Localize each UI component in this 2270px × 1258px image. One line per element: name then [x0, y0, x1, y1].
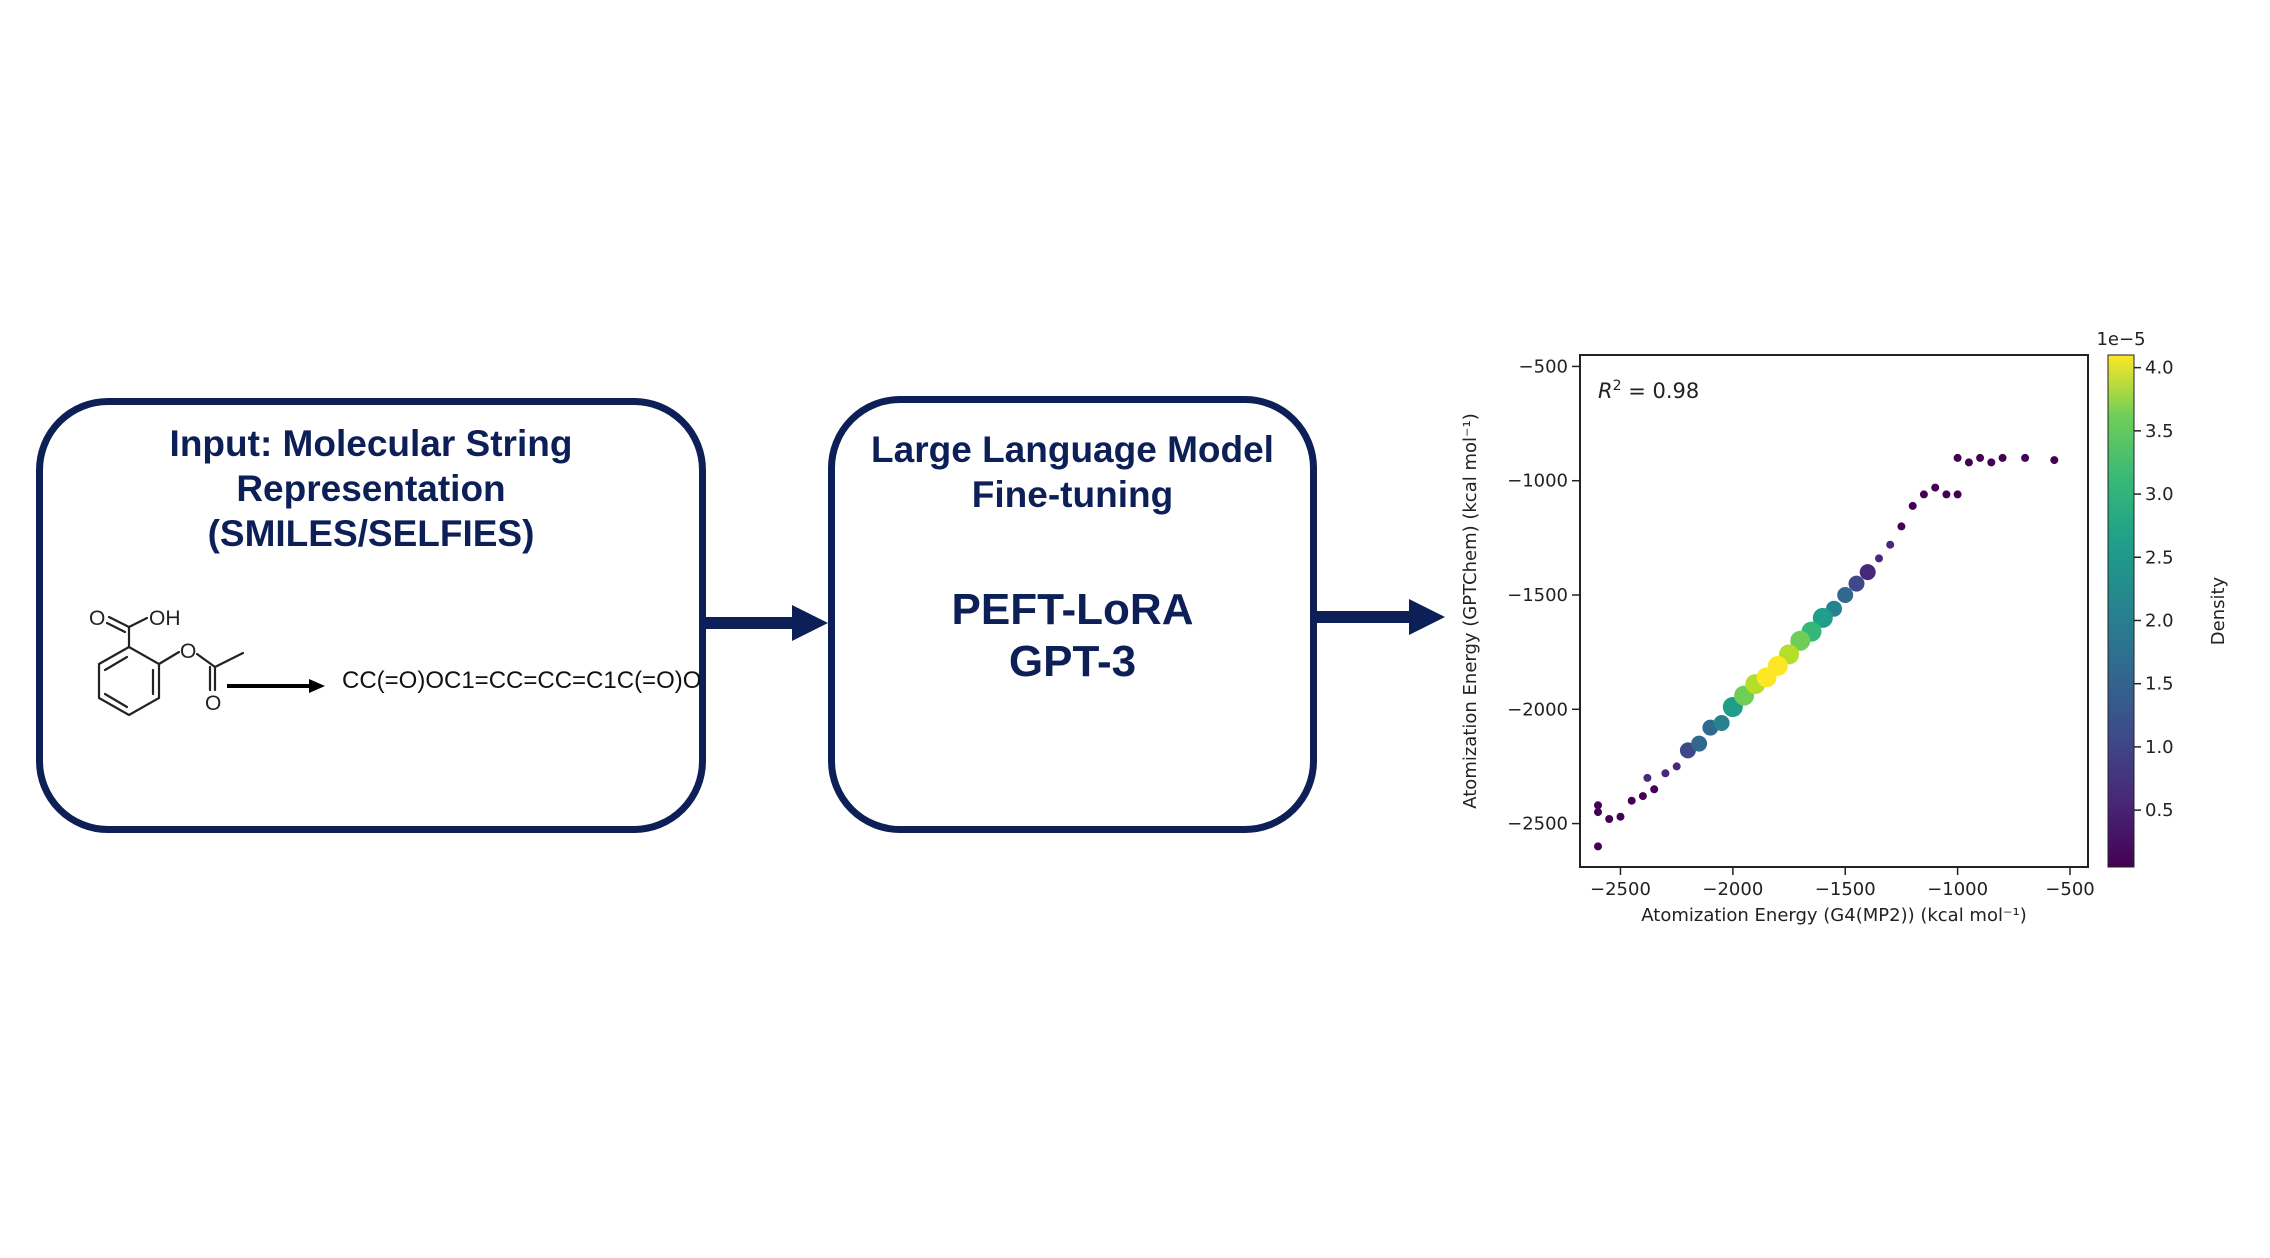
scatter-point [1919, 490, 1928, 499]
scatter-point [1627, 796, 1636, 805]
methyl-bond [213, 651, 245, 669]
scatter-point [1976, 453, 1985, 462]
input-title-line-1: Input: Molecular String [169, 423, 573, 464]
flow-arrow-2 [1317, 599, 1445, 635]
colorbar-scale-label: 1e−5 [2096, 329, 2145, 350]
smiles-string: CC(=O)OC1=CC=CC=C1C(=O)O [342, 667, 702, 694]
scatter-point [1908, 501, 1917, 510]
scatter-point [1859, 564, 1876, 581]
colorbar-tick-label: 3.5 [2145, 421, 2174, 442]
x-tick-label: −2500 [1590, 879, 1651, 900]
gpt3-label: GPT-3 [1008, 637, 1137, 686]
scatter-point [1848, 575, 1865, 592]
y-tick-label: −1500 [1507, 585, 1568, 606]
colorbar-label: Density [2208, 576, 2229, 645]
scatter-point [1897, 522, 1906, 531]
scatter-point [1661, 769, 1670, 778]
ester-bond [157, 650, 181, 666]
scatter-point [1638, 792, 1647, 801]
scatter-point [1650, 785, 1659, 794]
acetyl-o-label: O [205, 692, 221, 715]
scatter-point [1594, 842, 1602, 851]
llm-title-line-1: Large Language Model [871, 429, 1274, 470]
x-axis-label: Atomization Energy (G4(MP2)) (kcal mol⁻¹… [1641, 905, 2026, 926]
aspirin-structure: O OH O O [89, 607, 325, 717]
y-tick-label: −500 [1519, 356, 1568, 377]
scatter-point [1812, 607, 1833, 628]
scatter-point [1672, 762, 1681, 771]
colorbar-tick-label: 4.0 [2145, 358, 2174, 379]
r-symbol: R [1598, 379, 1613, 403]
scatter-point [2021, 453, 2030, 462]
scatter-point [1875, 554, 1883, 563]
scatter-point [1790, 630, 1811, 651]
input-title-line-2: Representation [236, 468, 506, 509]
y-axis-ticks: −2500 −2000 −1500 −1000 −500 [1507, 356, 1580, 835]
r-superscript: 2 [1613, 378, 1622, 394]
carbonyl-o-label: O [89, 607, 105, 630]
scatter-point [1594, 801, 1602, 810]
r-squared-annotation: R2 = 0.98 [1598, 378, 1699, 403]
colorbar-tick-label: 3.0 [2145, 484, 2174, 505]
ring-double-bond [103, 655, 129, 672]
x-tick-label: −2000 [1702, 879, 1763, 900]
scatter-point [1691, 735, 1708, 752]
conversion-arrow-head [309, 679, 325, 693]
colorbar [2107, 354, 2135, 868]
y-tick-label: −1000 [1507, 471, 1568, 492]
peft-lora-label: PEFT-LoRA [951, 585, 1194, 634]
colorbar-tick-label: 1.5 [2145, 674, 2174, 695]
input-box: Input: Molecular String Representation (… [36, 398, 706, 833]
ester-bond [195, 652, 217, 669]
parity-plot: −2500 −2000 −1500 −1000 −500 −2500 −2000 −1500… [1460, 329, 2229, 926]
y-tick-label: −2000 [1507, 699, 1568, 720]
colorbar-tick-label: 2.5 [2145, 547, 2174, 568]
x-axis-ticks: −2500 −2000 −1500 −1000 −500 [1590, 867, 2095, 900]
scatter-point [1767, 655, 1788, 676]
scatter-points [1594, 453, 2059, 851]
colorbar-tick-label: 2.0 [2145, 610, 2174, 631]
colorbar-tick-label: 0.5 [2145, 800, 2174, 821]
hydroxyl-bond [127, 616, 149, 629]
benzene-ring [97, 645, 161, 717]
llm-title-line-2: Fine-tuning [971, 474, 1174, 515]
scatter-point [1998, 453, 2007, 462]
x-tick-label: −1500 [1815, 879, 1876, 900]
scatter-point [1964, 458, 1973, 467]
scatter-point [1953, 490, 1962, 499]
scatter-point [1605, 815, 1614, 823]
carbonyl-bond [105, 621, 127, 634]
hydroxyl-label: OH [149, 607, 181, 630]
y-axis-label: Atomization Energy (GPTChem) (kcal mol⁻¹… [1460, 413, 1481, 809]
scatter-point [1616, 812, 1625, 821]
llm-box-title: Large Language Model Fine-tuning [835, 427, 1310, 517]
x-tick-label: −500 [2045, 879, 2094, 900]
scatter-point [1931, 483, 1940, 492]
plot-frame [1579, 354, 2089, 868]
scatter-point [1837, 587, 1854, 603]
carbonyl-bond [107, 615, 131, 629]
colorbar-tick-label: 1.0 [2145, 737, 2174, 758]
scatter-point [1594, 808, 1602, 817]
scatter-point [1643, 773, 1652, 782]
scatter-point [1953, 453, 1962, 462]
scatter-point [1713, 715, 1730, 731]
colorbar-ticks: 0.5 1.0 1.5 2.0 2.5 3.0 3.5 4.0 [2134, 358, 2174, 821]
r-value: = 0.98 [1622, 379, 1700, 403]
ring-double-bond [103, 692, 129, 709]
flow-arrow-1 [706, 605, 828, 641]
input-title-line-3: (SMILES/SELFIES) [207, 513, 535, 554]
input-box-title: Input: Molecular String Representation (… [43, 421, 699, 556]
scatter-point [2050, 456, 2059, 465]
y-tick-label: −2500 [1507, 814, 1568, 835]
x-tick-label: −1000 [1927, 879, 1988, 900]
scatter-point [1886, 540, 1895, 549]
llm-box: Large Language Model Fine-tuning PEFT-Lo… [828, 396, 1317, 833]
ester-o-label: O [180, 640, 196, 663]
scatter-point [1942, 490, 1951, 499]
scatter-point [1987, 458, 1996, 467]
